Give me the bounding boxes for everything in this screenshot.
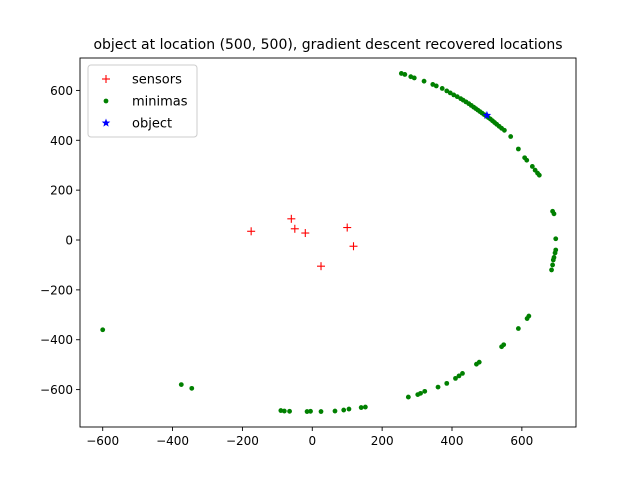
minimas-point bbox=[178, 382, 184, 388]
minimas-point bbox=[508, 134, 514, 139]
chart-title: object at location (500, 500), gradient … bbox=[93, 37, 562, 53]
minimas-point bbox=[552, 250, 558, 256]
minimas-point bbox=[549, 267, 554, 273]
object-point bbox=[482, 110, 492, 119]
x-tick-label: −200 bbox=[226, 434, 259, 448]
minimas-point bbox=[524, 316, 530, 321]
legend-label-minimas: minimas bbox=[132, 95, 188, 110]
minimas-point bbox=[308, 408, 313, 414]
minimas-point bbox=[189, 385, 195, 391]
x-tick-label: 0 bbox=[308, 434, 316, 448]
minimas-point bbox=[439, 86, 445, 91]
y-tick-label: −200 bbox=[40, 283, 73, 297]
sensors-point bbox=[247, 227, 256, 236]
minimas-point bbox=[447, 90, 453, 96]
minimas-point bbox=[433, 83, 439, 89]
sensors-point bbox=[290, 224, 299, 233]
minimas-point bbox=[421, 78, 427, 84]
minimas-point bbox=[341, 407, 347, 413]
y-tick-label: 200 bbox=[50, 184, 73, 198]
minimas-point bbox=[304, 409, 310, 414]
x-tick-label: 200 bbox=[371, 434, 394, 448]
plot-frame bbox=[79, 57, 577, 428]
minimas-point bbox=[536, 172, 542, 178]
minimas-point bbox=[515, 146, 521, 152]
minimas-point bbox=[550, 262, 555, 268]
axes: −600 −400 −200 0 200 400 600 −600 −400 −200 0 200 40… bbox=[40, 57, 577, 448]
minimas-point bbox=[499, 344, 504, 350]
minimas-point bbox=[553, 236, 559, 242]
minimas-point bbox=[524, 157, 530, 163]
minimas-point bbox=[346, 406, 352, 412]
minimas-point bbox=[460, 370, 465, 376]
minimas-point bbox=[435, 384, 441, 390]
sensors-point bbox=[349, 242, 358, 251]
plot-area bbox=[100, 71, 559, 414]
legend: sensors minimas object bbox=[87, 64, 198, 138]
y-tick-label: 600 bbox=[50, 84, 73, 98]
minimas-point bbox=[453, 375, 458, 381]
minimas-point bbox=[551, 211, 557, 217]
x-tick-label: 400 bbox=[441, 434, 464, 448]
sensors-point bbox=[301, 229, 310, 238]
minimas-point bbox=[415, 392, 421, 397]
minimas-point bbox=[529, 164, 535, 169]
x-tick-label: −600 bbox=[86, 434, 119, 448]
minimas-point bbox=[402, 72, 408, 77]
sensors-point bbox=[287, 214, 296, 223]
sensors-point bbox=[317, 262, 326, 271]
minimas-point bbox=[422, 388, 428, 394]
minimas-point bbox=[278, 408, 284, 413]
minimas-point bbox=[474, 361, 479, 367]
y-tick-label: 0 bbox=[65, 234, 73, 248]
minimas-point bbox=[332, 408, 338, 414]
minimas-point bbox=[454, 94, 460, 100]
y-tick-label: −400 bbox=[40, 333, 73, 347]
minimas-point bbox=[405, 394, 411, 400]
minimas-point bbox=[550, 257, 556, 263]
legend-label-object: object bbox=[132, 117, 172, 132]
minimas-point bbox=[287, 408, 292, 414]
y-tick-label: −600 bbox=[40, 383, 73, 397]
legend-marker-sensors bbox=[102, 75, 110, 83]
y-tick-label: 400 bbox=[50, 134, 73, 148]
minimas-point bbox=[358, 405, 364, 410]
x-tick-label: −400 bbox=[156, 434, 189, 448]
minimas-point bbox=[515, 326, 521, 331]
legend-marker-object bbox=[101, 118, 111, 127]
minimas-point bbox=[411, 75, 417, 81]
minimas-point bbox=[444, 380, 450, 386]
legend-marker-minimas bbox=[103, 98, 109, 104]
minimas-point bbox=[100, 327, 106, 333]
minimas-point bbox=[456, 373, 462, 379]
minimas-point bbox=[362, 404, 368, 410]
legend-label-sensors: sensors bbox=[132, 73, 182, 88]
legend-box bbox=[87, 64, 198, 138]
sensors-point bbox=[343, 223, 352, 232]
x-tick-label: 600 bbox=[510, 434, 533, 448]
minimas-point bbox=[318, 409, 324, 414]
minimas-point bbox=[444, 88, 450, 94]
minimas-point bbox=[501, 127, 507, 133]
